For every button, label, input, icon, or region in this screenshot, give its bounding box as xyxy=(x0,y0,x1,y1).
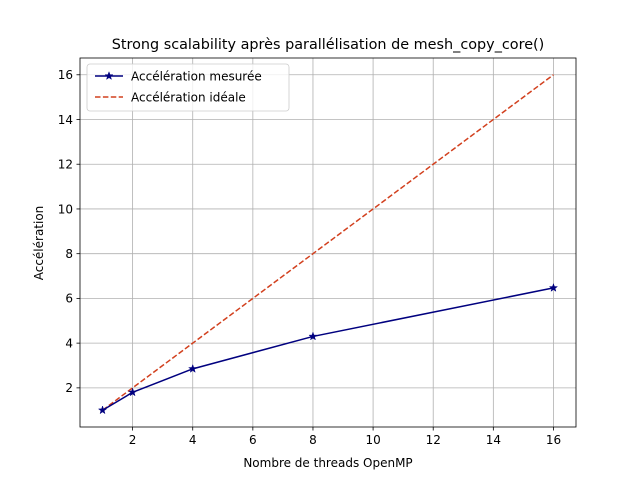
data-point-star xyxy=(548,282,559,292)
y-ticks: 2 4 6 8 10 12 14 16 xyxy=(58,68,80,395)
y-tick-label: 10 xyxy=(58,202,73,216)
y-tick-label: 14 xyxy=(58,113,73,127)
series-layer xyxy=(97,74,559,415)
legend-marker-star xyxy=(104,71,114,81)
y-tick-label: 8 xyxy=(65,247,73,261)
legend-label: Accélération idéale xyxy=(131,90,246,104)
legend-box xyxy=(86,63,290,112)
y-tick-label: 6 xyxy=(65,292,73,306)
x-tick-label: 2 xyxy=(129,433,137,447)
plot-frame xyxy=(79,57,577,428)
data-point-star xyxy=(97,405,108,415)
x-ticks: 2 4 6 8 10 12 14 16 xyxy=(129,427,561,447)
legend: Accélération mesurée Accélération idéale xyxy=(86,63,290,112)
x-tick-label: 12 xyxy=(426,433,441,447)
y-tick-label: 4 xyxy=(65,336,73,350)
data-point-star xyxy=(308,331,318,341)
legend-label: Accélération mesurée xyxy=(131,69,262,83)
y-tick-label: 2 xyxy=(65,381,73,395)
x-tick-label: 8 xyxy=(309,433,317,447)
data-point-star xyxy=(127,387,138,397)
series-line xyxy=(102,74,554,411)
y-tick-label: 16 xyxy=(58,68,73,82)
y-tick-label: 12 xyxy=(58,158,73,172)
x-tick-label: 14 xyxy=(486,433,501,447)
grid xyxy=(80,58,576,427)
x-tick-label: 16 xyxy=(546,433,561,447)
x-tick-label: 10 xyxy=(365,433,380,447)
x-axis-label: Nombre de threads OpenMP xyxy=(243,456,412,470)
data-point-star xyxy=(188,363,198,373)
x-tick-label: 6 xyxy=(249,433,257,447)
x-tick-label: 4 xyxy=(189,433,197,447)
chart-title: Strong scalability après parallélisation… xyxy=(112,37,545,53)
y-axis-label: Accélération xyxy=(32,206,46,281)
